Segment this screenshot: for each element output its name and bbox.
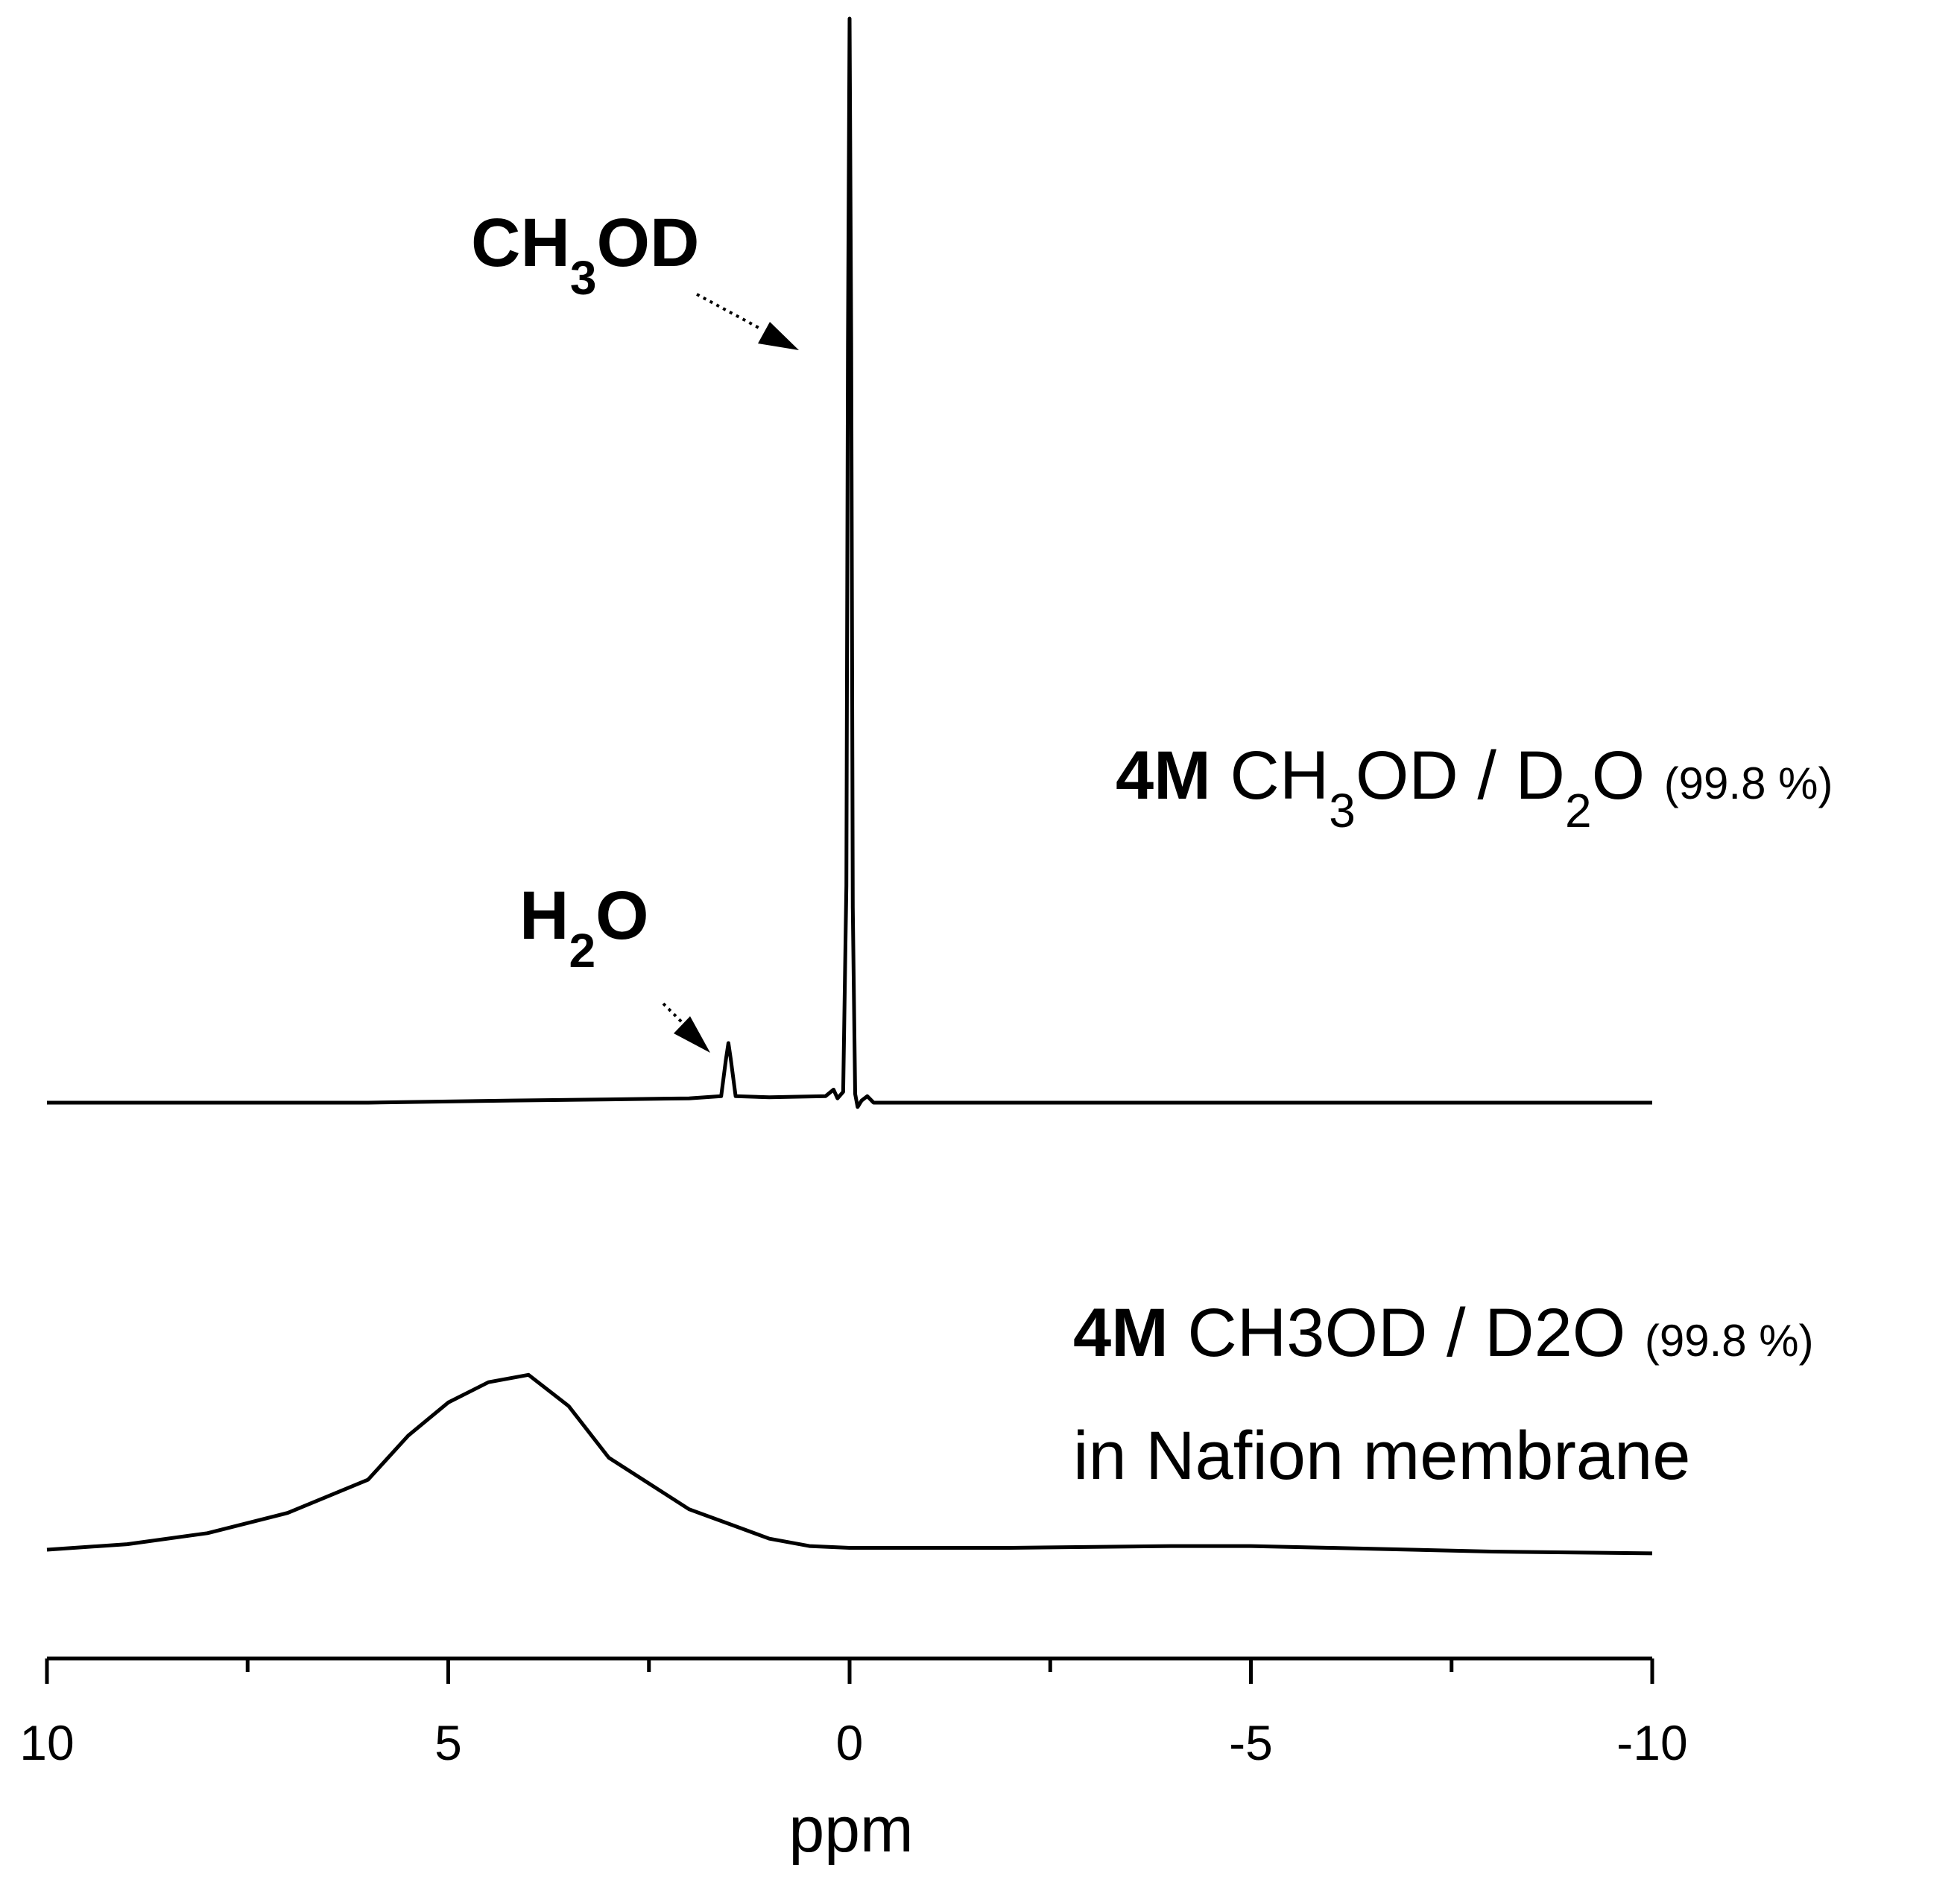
x-tick-label: 5 xyxy=(434,1715,462,1770)
annotation-ch3od-label: CH3OD xyxy=(471,205,699,305)
annotation-ch3od-arrow xyxy=(696,293,762,331)
series-2-label: 4M CH3OD / D2O (99.8 %) in Nafion membra… xyxy=(1073,1295,1814,1494)
x-axis: 10 5 0 -5 -10 ppm xyxy=(19,1656,1688,1866)
annotation-ch3od: CH3OD xyxy=(471,205,799,350)
x-tick-label: 10 xyxy=(19,1715,74,1770)
x-axis-label: ppm xyxy=(788,1794,913,1866)
x-tick-label: -5 xyxy=(1229,1715,1273,1770)
series-1-label: 4M CH3OD / D2O (99.8 %) xyxy=(1116,738,1833,837)
series-1-label-text: 4M CH3OD / D2O (99.8 %) xyxy=(1116,738,1833,837)
series-2-label-line2: in Nafion membrane xyxy=(1073,1418,1690,1494)
x-tick-label: -10 xyxy=(1616,1715,1687,1770)
series-2-trace xyxy=(46,1372,1653,1556)
series-2-label-text: 4M CH3OD / D2O (99.8 %) xyxy=(1073,1295,1814,1371)
series-1-trace xyxy=(47,16,1652,1109)
annotation-h2o-label: H2O xyxy=(519,878,649,978)
annotation-h2o-arrow xyxy=(662,1002,686,1026)
spectrum-traces xyxy=(46,16,1653,1556)
x-tick-label: 0 xyxy=(836,1715,864,1770)
annotation-h2o: H2O xyxy=(519,878,710,1053)
x-axis-ticks: 10 5 0 -5 -10 xyxy=(19,1658,1688,1770)
annotation-h2o-arrowhead xyxy=(674,1016,710,1053)
annotation-ch3od-arrowhead xyxy=(758,322,799,350)
